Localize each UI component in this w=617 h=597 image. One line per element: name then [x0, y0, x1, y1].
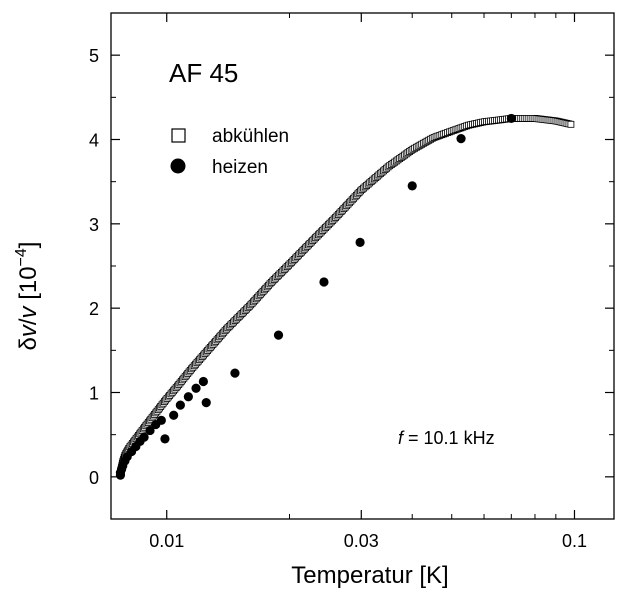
y-title-slash: /: [15, 318, 42, 325]
data-point-heizen: [198, 376, 208, 387]
x-tick-label: 0.01: [149, 531, 184, 551]
x-axis-title: Temperatur [K]: [291, 562, 448, 589]
chart-title: AF 45: [169, 58, 238, 88]
data-point-heizen: [183, 392, 193, 402]
y-title-v2: v: [15, 304, 42, 318]
data-point-heizen: [355, 237, 365, 247]
data-point-heizen: [145, 425, 155, 436]
y-tick-label: 0: [89, 468, 99, 488]
y-tick-label: 1: [89, 384, 99, 404]
data-point-heizen: [169, 410, 179, 420]
y-title-unit-close: ]: [15, 242, 42, 249]
data-point-heizen: [191, 383, 201, 393]
data-point-heizen: [456, 134, 466, 144]
data-point-heizen: [506, 113, 516, 124]
frequency-value: = 10.1 kHz: [403, 428, 495, 448]
y-tick-label: 5: [89, 46, 99, 66]
x-tick-label: 0.1: [562, 531, 587, 551]
y-tick-label: 3: [89, 215, 99, 235]
y-axis-title: δv/v [10−4]: [13, 242, 42, 351]
data-point-heizen: [201, 398, 211, 408]
legend-label-heizen: heizen: [212, 157, 268, 178]
data-point-heizen: [139, 432, 149, 442]
data-point-heizen: [160, 434, 170, 444]
data-point-heizen: [156, 415, 166, 425]
frequency-symbol: f: [398, 428, 405, 448]
y-tick-label: 4: [89, 131, 99, 151]
y-title-unit-open: [10: [15, 266, 42, 306]
y-title-unit-exp: −4: [13, 248, 30, 266]
data-point-heizen: [273, 330, 284, 340]
frequency-annotation: f = 10.1 kHz: [398, 428, 495, 448]
axes: 0.01 0.03 0.1 0 1 2 3 4 5: [89, 12, 615, 551]
data-point-heizen: [319, 277, 329, 287]
plot-marks: [115, 113, 575, 480]
y-title-delta: δ: [15, 337, 42, 350]
data-point-heizen: [230, 368, 240, 378]
plot-frame: [110, 12, 615, 520]
legend-marker-abkuehlen: [171, 128, 186, 143]
data-point-abkuehlen: [567, 120, 575, 128]
data-point-heizen: [407, 181, 417, 191]
legend-marker-heizen: [170, 158, 186, 174]
y-tick-label: 2: [89, 299, 99, 319]
x-tick-label: 0.03: [344, 531, 379, 551]
y-title-v1: v: [15, 323, 42, 337]
legend: abkühlen heizen: [170, 126, 289, 178]
legend-label-abkuehlen: abkühlen: [212, 126, 289, 147]
data-point-heizen: [175, 400, 185, 410]
